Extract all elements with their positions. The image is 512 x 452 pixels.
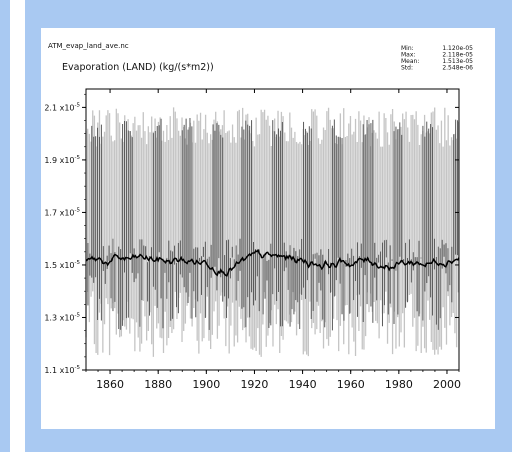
stat-value: 1.120e-05 [442,45,473,52]
y-tick-label: 1.3 x10-5 [44,312,80,322]
chart-panel: ATM_evap_land_ave.nc Evaporation (LAND) … [41,28,495,429]
plot-content [85,107,460,357]
stat-value: 2.548e-06 [442,65,473,72]
evaporation-chart: ATM_evap_land_ave.nc Evaporation (LAND) … [44,42,473,391]
x-tick-label: 1940 [289,378,317,391]
y-tick-label: 1.9 x10-5 [44,155,80,165]
running-mean-line [85,248,460,277]
y-tick-label: 1.5 x10-5 [44,260,80,270]
left-frame-bar [0,0,10,452]
x-tick-label: 1860 [96,378,124,391]
x-tick-label: 1880 [144,378,172,391]
stat-value: 1.513e-05 [442,58,473,65]
stat-label: Mean: [401,58,419,65]
stats-block: Min: 1.120e-05 Max: 2.118e-05 Mean: 1.513e-05… [401,45,473,72]
file-name: ATM_evap_land_ave.nc [48,42,129,50]
y-tick-label: 1.7 x10-5 [44,207,80,217]
x-tick-label: 1980 [385,378,413,391]
x-tick-label: 1920 [240,378,268,391]
x-tick-label: 1960 [337,378,365,391]
x-tick-label: 1900 [192,378,220,391]
axes: 1860 1880 1900 1920 1940 1960 1980 2000 1.1 x10-… [44,89,461,391]
stat-label: Std: [401,65,413,72]
stat-label: Max: [401,52,415,59]
stat-label: Min: [401,45,414,52]
y-tick-label: 2.1 x10-5 [44,102,80,112]
stat-value: 2.118e-05 [442,52,473,59]
x-tick-label: 2000 [433,378,461,391]
plot-frame [85,88,460,371]
y-tick-label: 1.1 x10-5 [44,365,80,375]
chart-title: Evaporation (LAND) (kg/(s*m2)) [62,62,214,73]
